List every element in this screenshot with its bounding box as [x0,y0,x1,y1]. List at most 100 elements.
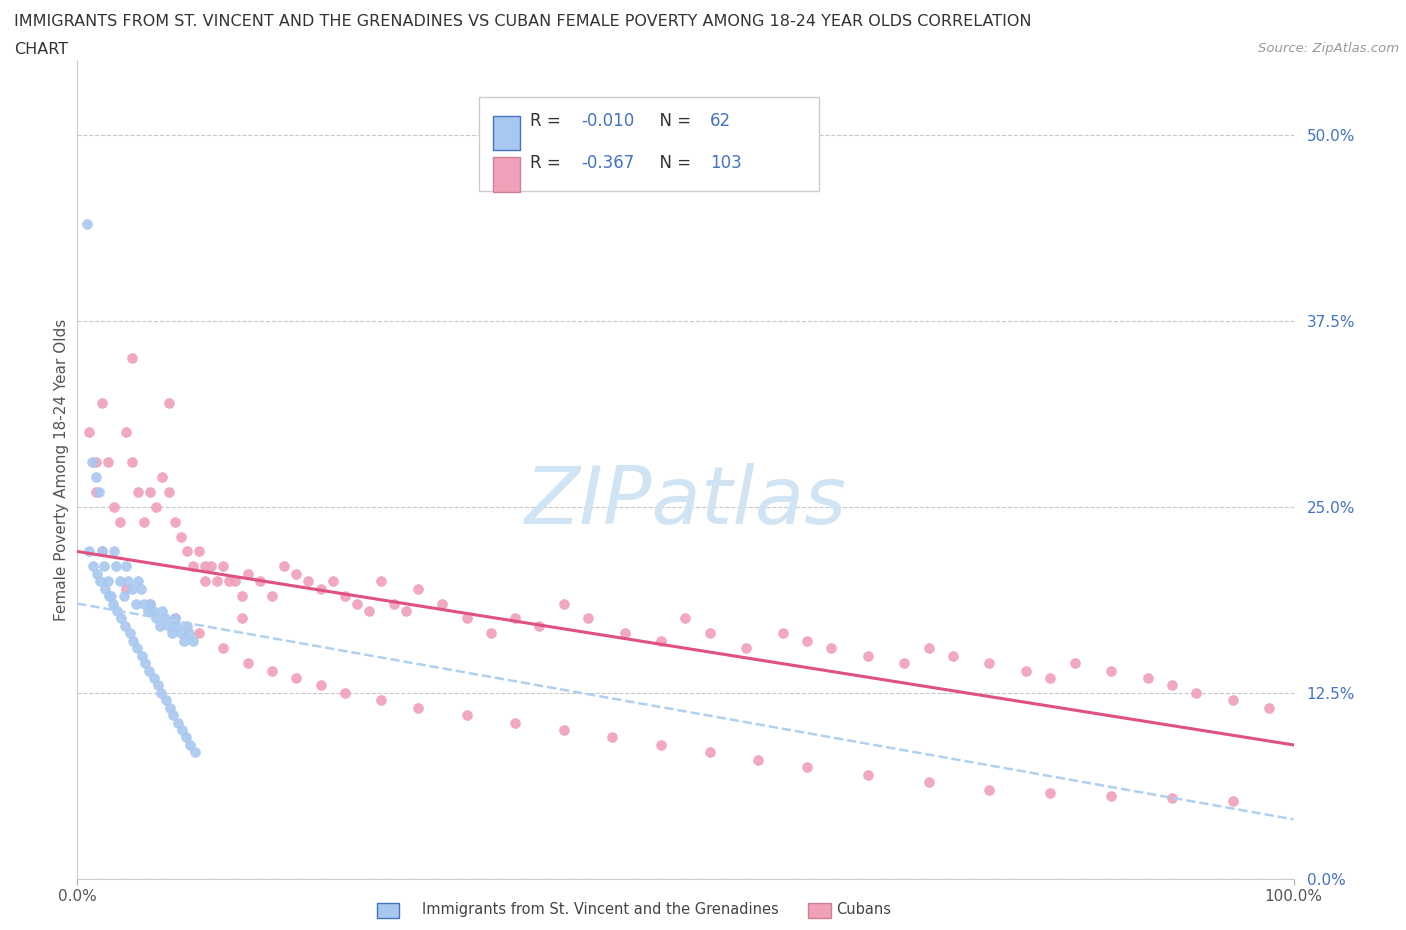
Point [145,611,167,626]
Point [188,626,211,641]
Point [370,574,392,589]
Point [121,455,143,470]
Point [370,693,392,708]
Point [1063,656,1085,671]
Point [89,485,111,499]
Text: -0.367: -0.367 [581,154,634,172]
Point [1161,678,1184,693]
Point [97,589,120,604]
Point [359,604,381,618]
FancyBboxPatch shape [478,98,820,192]
Point [139,596,162,611]
Point [650,737,672,752]
Point [110,611,132,626]
Point [1185,685,1208,700]
Point [212,641,235,656]
Point [212,559,235,574]
Point [224,574,246,589]
Point [121,581,143,596]
Point [613,626,636,641]
Point [139,485,162,499]
Point [134,596,156,611]
Point [309,581,332,596]
Point [184,745,207,760]
Point [503,715,526,730]
Point [979,782,1001,797]
Point [76,217,98,232]
Point [146,678,169,693]
Point [162,708,184,723]
Point [1099,788,1122,803]
Text: Immigrants from St. Vincent and the Grenadines: Immigrants from St. Vincent and the Gren… [422,902,779,917]
Point [1222,693,1244,708]
Point [382,596,405,611]
Point [163,611,186,626]
Point [194,559,217,574]
Point [297,574,319,589]
Point [322,574,344,589]
Point [553,596,575,611]
Point [856,767,879,782]
Point [188,544,211,559]
Text: -0.010: -0.010 [581,112,634,130]
Point [1015,663,1038,678]
Point [90,544,112,559]
Point [125,596,148,611]
Point [893,656,915,671]
Point [157,395,180,410]
Point [346,596,368,611]
Point [796,760,818,775]
Point [735,641,758,656]
Point [152,470,174,485]
Point [127,485,149,499]
Text: N =: N = [650,154,696,172]
Point [166,618,188,633]
Point [163,611,186,626]
Point [101,596,124,611]
Point [160,626,183,641]
Point [163,514,186,529]
Point [395,604,418,618]
Point [153,611,176,626]
Point [129,581,152,596]
Point [249,574,271,589]
Point [181,633,204,648]
Point [576,611,599,626]
Point [139,596,162,611]
Point [181,559,204,574]
Text: R =: R = [530,154,565,172]
Point [97,574,120,589]
Text: 62: 62 [710,112,731,130]
Point [82,559,104,574]
Point [108,574,131,589]
Point [97,455,120,470]
Point [200,559,222,574]
Point [117,574,139,589]
Point [856,648,879,663]
Point [142,671,165,685]
Point [103,544,125,559]
Point [176,618,198,633]
Point [157,485,180,499]
Point [1161,791,1184,806]
Point [650,633,672,648]
Point [675,611,697,626]
Point [86,566,108,581]
Point [142,604,165,618]
Point [553,723,575,737]
Point [1099,663,1122,678]
Point [115,581,138,596]
Point [942,648,965,663]
Bar [494,116,520,151]
Point [79,425,101,440]
Y-axis label: Female Poverty Among 18-24 Year Olds: Female Poverty Among 18-24 Year Olds [53,318,69,621]
Point [155,693,177,708]
Point [84,470,107,485]
Point [84,455,107,470]
Point [309,678,332,693]
Point [1136,671,1159,685]
Point [260,589,283,604]
Point [602,730,624,745]
Point [772,626,794,641]
Point [115,425,138,440]
